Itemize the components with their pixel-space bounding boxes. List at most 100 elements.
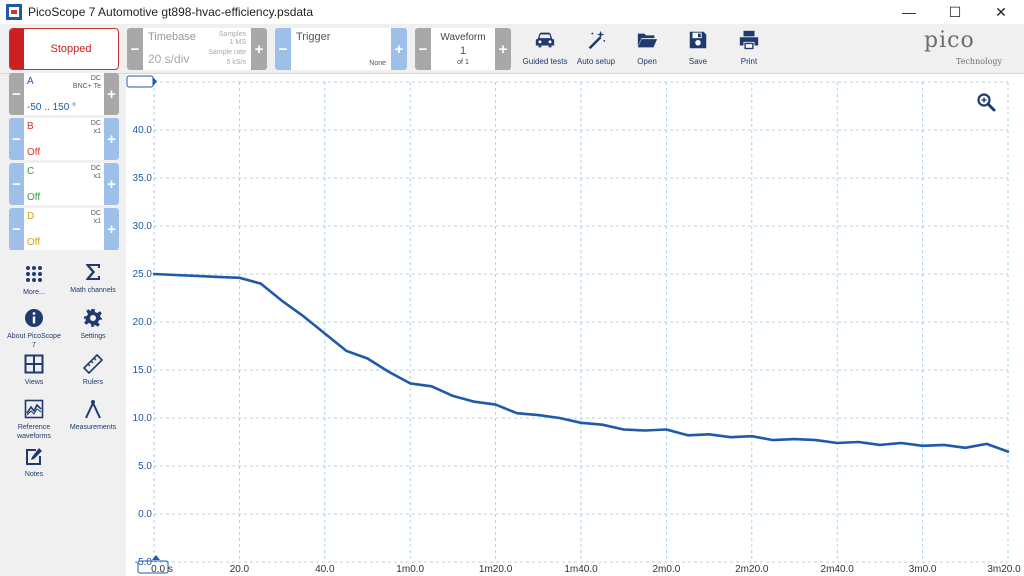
- channel-c-increase-button[interactable]: +: [104, 163, 119, 205]
- math-channels-button[interactable]: Math channels: [66, 262, 120, 295]
- y-tick-label: 0.0: [138, 509, 152, 520]
- waveform-control: − Waveform 1 of 1 +: [415, 28, 511, 70]
- trigger-mode[interactable]: None: [369, 60, 386, 67]
- channel-d-control[interactable]: − D DC x1 Off +: [9, 208, 119, 250]
- channel-b-decrease-button[interactable]: −: [9, 118, 24, 160]
- measurements-label: Measurements: [69, 424, 117, 431]
- waveform-number[interactable]: 1: [459, 45, 467, 57]
- x-tick-label: 20.0: [230, 564, 250, 575]
- settings-button[interactable]: Settings: [66, 308, 120, 341]
- channel-a-probe: BNC+ Te: [72, 83, 101, 90]
- timebase-decrease-button[interactable]: −: [127, 28, 143, 70]
- print-button[interactable]: Print: [724, 28, 774, 70]
- rulers-button[interactable]: Rulers: [66, 354, 120, 387]
- compass-icon: [85, 400, 101, 419]
- run-stop-button[interactable]: Stopped: [9, 28, 119, 70]
- channel-b-letter: B: [27, 121, 34, 132]
- notes-button[interactable]: Notes: [7, 446, 61, 479]
- samples-label: Samples: [218, 31, 246, 38]
- trigger-decrease-button[interactable]: −: [275, 28, 291, 70]
- y-tick-label: 35.0: [133, 173, 153, 184]
- waveform-count: of 1: [457, 59, 469, 66]
- trigger-control: − Trigger None +: [275, 28, 407, 70]
- channel-d-probe: x1: [93, 218, 101, 225]
- channel-a-decrease-button[interactable]: −: [9, 73, 24, 115]
- print-label: Print: [740, 57, 758, 66]
- math-channels-label: Math channels: [70, 287, 116, 294]
- timebase-increase-button[interactable]: +: [251, 28, 267, 70]
- y-tick-label: -5.0: [135, 557, 153, 568]
- reference-waveforms-button[interactable]: Reference waveforms: [7, 399, 61, 441]
- reference-waveforms-label: Reference waveforms: [17, 424, 51, 440]
- time-origin-handle[interactable]: [152, 555, 160, 560]
- channel-a-increase-button[interactable]: +: [104, 73, 119, 115]
- run-stop-label: Stopped: [50, 43, 92, 55]
- sample-rate-value[interactable]: 5 kS/s: [226, 59, 246, 66]
- more-label: More...: [23, 289, 45, 296]
- samples-value[interactable]: 1 MS: [229, 39, 246, 46]
- channel-a-scale-marker[interactable]: [126, 75, 154, 88]
- waveform-next-button[interactable]: +: [495, 28, 511, 70]
- notes-label: Notes: [24, 471, 44, 478]
- time-origin-marker[interactable]: [137, 560, 169, 574]
- gear-icon: [84, 309, 102, 327]
- channel-b-range[interactable]: Off: [27, 147, 41, 158]
- channel-a-range[interactable]: -50 .. 150 °: [27, 102, 77, 113]
- timebase-control: − Timebase 20 s/div Samples 1 MS Sample …: [127, 28, 267, 70]
- channel-c-range[interactable]: Off: [27, 192, 41, 203]
- left-sidebar: − A DC BNC+ Te -50 .. 150 ° + − B DC x1 …: [0, 73, 126, 576]
- picoscope-app-icon: [6, 4, 22, 20]
- about-button[interactable]: About PicoScope 7: [7, 308, 61, 350]
- channel-d-range[interactable]: Off: [27, 237, 41, 248]
- trigger-title: Trigger: [296, 31, 331, 43]
- auto-setup-button[interactable]: Auto setup: [571, 28, 621, 70]
- printer-icon: [739, 30, 759, 50]
- waveform-previous-button[interactable]: −: [415, 28, 431, 70]
- y-tick-label: 10.0: [133, 413, 153, 424]
- trigger-increase-button[interactable]: +: [391, 28, 407, 70]
- channel-d-letter: D: [27, 211, 35, 222]
- guided-tests-button[interactable]: Guided tests: [520, 28, 570, 70]
- settings-label: Settings: [80, 333, 106, 340]
- channel-a-control[interactable]: − A DC BNC+ Te -50 .. 150 ° +: [9, 73, 119, 115]
- timebase-value[interactable]: 20 s/div: [148, 52, 190, 66]
- notes-icon: [26, 448, 42, 465]
- channel-a-trace: [152, 272, 1010, 453]
- waveform-chart[interactable]: 45.040.035.030.025.020.015.010.05.00.0-5…: [126, 74, 1024, 576]
- x-tick-label: 0.0 s: [151, 564, 173, 575]
- reference-waveform-icon: [24, 399, 44, 419]
- floppy-disk-icon: [689, 31, 707, 49]
- window-title: PicoScope 7 Automotive gt898-hvac-effici…: [28, 5, 314, 19]
- grid-dots-icon: [26, 266, 42, 282]
- channel-c-control[interactable]: − C DC x1 Off +: [9, 163, 119, 205]
- save-button[interactable]: Save: [673, 28, 723, 70]
- measurements-button[interactable]: Measurements: [66, 399, 120, 432]
- more-button[interactable]: More...: [7, 264, 61, 297]
- guided-tests-label: Guided tests: [522, 57, 568, 66]
- x-tick-label: 3m20.0: [987, 564, 1021, 575]
- y-tick-label: 5.0: [138, 461, 152, 472]
- x-tick-label: 1m20.0: [479, 564, 513, 575]
- auto-setup-label: Auto setup: [576, 57, 616, 66]
- close-button[interactable]: ✕: [995, 3, 1007, 20]
- scope-plot-area[interactable]: 45.040.035.030.025.020.015.010.05.00.0-5…: [126, 74, 1024, 576]
- zoom-icon[interactable]: [977, 93, 996, 112]
- minimize-button[interactable]: —: [902, 4, 916, 20]
- channel-d-coupling-mode: DC: [90, 210, 101, 217]
- open-button[interactable]: Open: [622, 28, 672, 70]
- channel-c-decrease-button[interactable]: −: [9, 163, 24, 205]
- channel-b-coupling: DC x1: [91, 120, 101, 136]
- views-button[interactable]: Views: [7, 354, 61, 387]
- channel-d-increase-button[interactable]: +: [104, 208, 119, 250]
- channel-a-offset-handle[interactable]: [153, 77, 157, 86]
- channel-d-coupling: DC x1: [91, 210, 101, 226]
- window-controls: — ☐ ✕: [886, 0, 1024, 24]
- channel-b-control[interactable]: − B DC x1 Off +: [9, 118, 119, 160]
- channel-b-increase-button[interactable]: +: [104, 118, 119, 160]
- channel-d-decrease-button[interactable]: −: [9, 208, 24, 250]
- y-tick-label: 30.0: [133, 221, 153, 232]
- maximize-button[interactable]: ☐: [948, 3, 962, 20]
- channel-a-letter: A: [27, 76, 34, 87]
- car-icon: [535, 32, 555, 48]
- main-toolbar: Stopped − Timebase 20 s/div Samples 1 MS…: [0, 24, 1024, 74]
